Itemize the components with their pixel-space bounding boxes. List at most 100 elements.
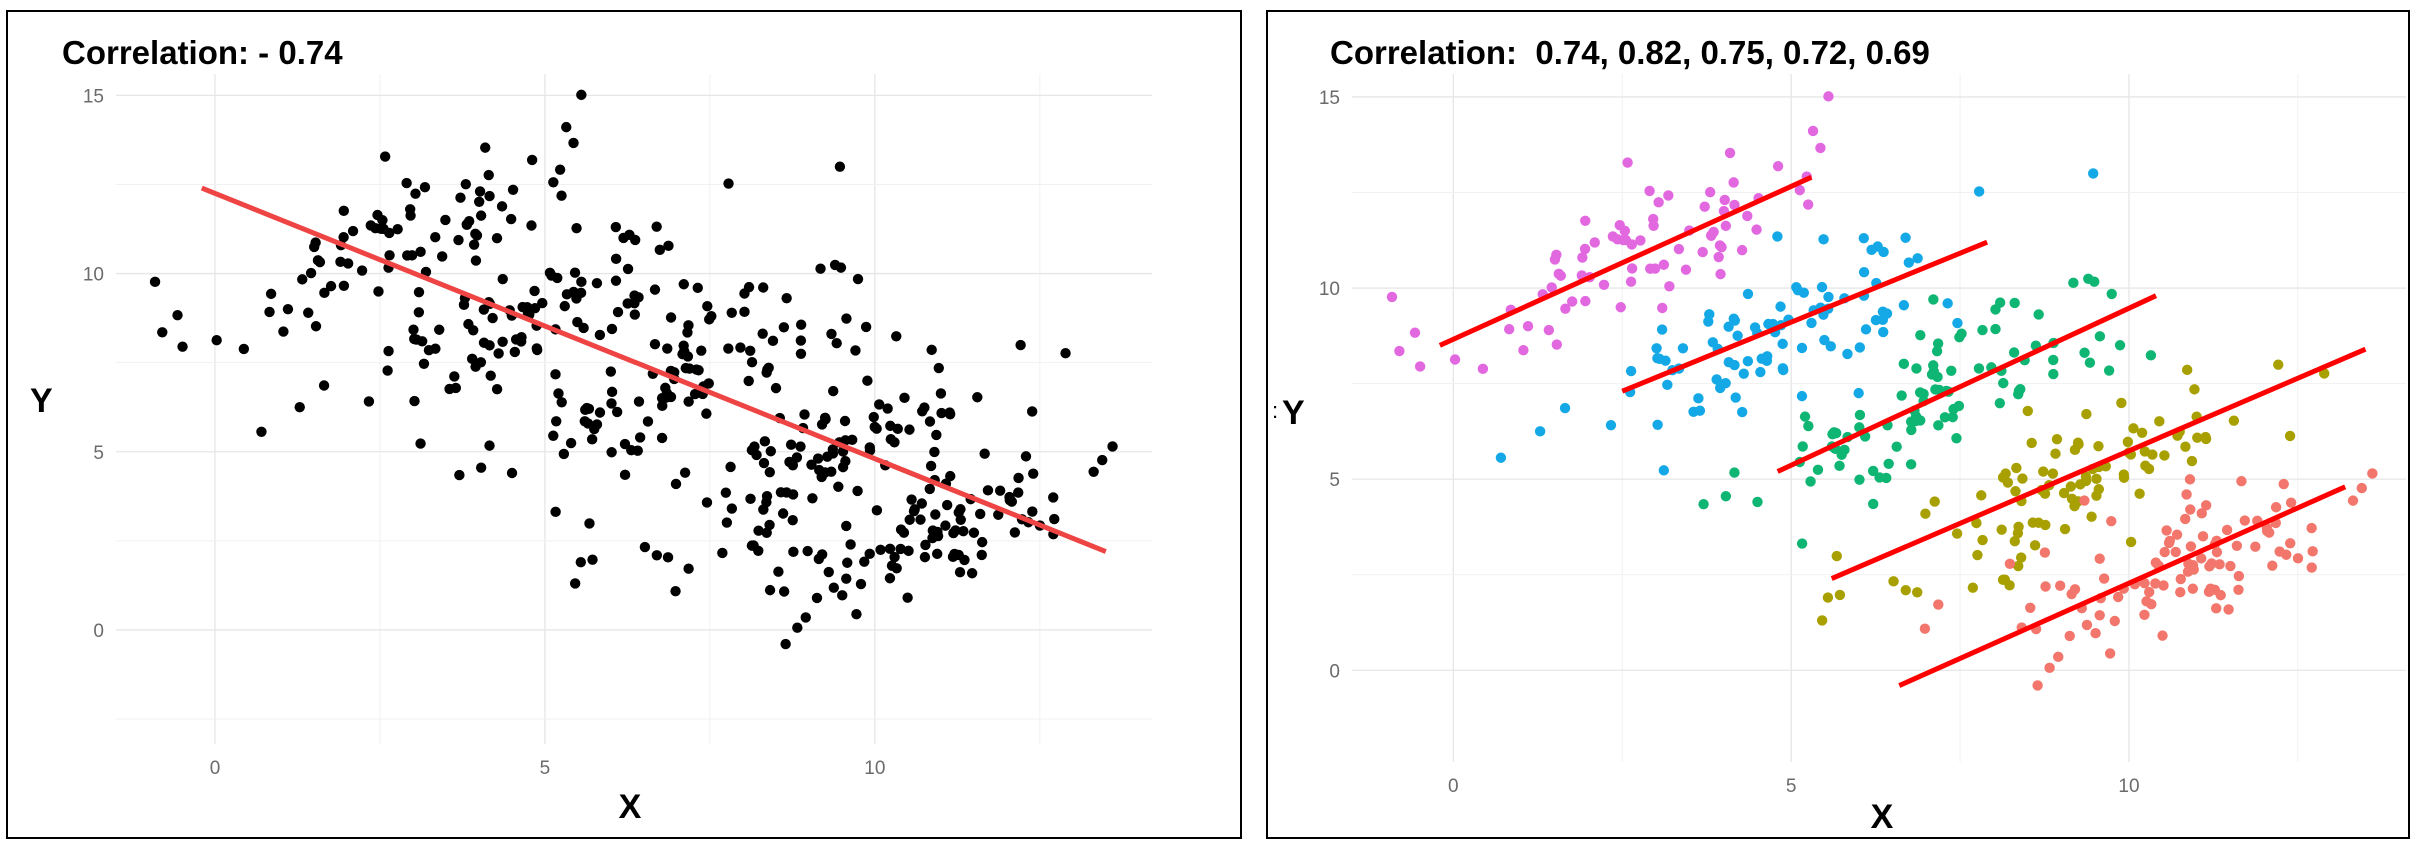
- data-point: [1802, 199, 1814, 210]
- data-point: [788, 546, 799, 558]
- data-point: [1796, 390, 1808, 402]
- data-point: [1874, 472, 1885, 483]
- data-point: [2103, 365, 2115, 376]
- data-point: [375, 223, 387, 235]
- data-point: [2040, 519, 2051, 531]
- data-point: [1697, 246, 1708, 258]
- data-point: [654, 244, 666, 256]
- data-point: [2233, 570, 2245, 582]
- data-point: [568, 137, 579, 149]
- data-point: [701, 408, 712, 419]
- data-point: [556, 190, 567, 201]
- data-point: [767, 335, 779, 347]
- data-point: [703, 378, 714, 389]
- data-point: [2098, 573, 2110, 584]
- data-point: [1860, 324, 1872, 335]
- data-point: [1946, 365, 1957, 376]
- data-point: [449, 371, 460, 382]
- data-point: [1823, 291, 1834, 303]
- data-point: [594, 329, 606, 341]
- data-point: [338, 231, 349, 243]
- data-point: [806, 459, 817, 470]
- data-point: [864, 442, 875, 453]
- data-point: [2050, 448, 2061, 459]
- data-point: [1015, 339, 1026, 351]
- data-point: [759, 436, 771, 447]
- data-point: [2139, 609, 2150, 621]
- data-point: [1477, 363, 1489, 375]
- data-point: [2106, 288, 2117, 300]
- group-trendline: [1438, 174, 1813, 348]
- data-point: [484, 190, 495, 202]
- data-point: [904, 424, 915, 435]
- data-point: [745, 493, 756, 505]
- data-point: [576, 89, 587, 101]
- data-point: [764, 519, 775, 531]
- data-point: [1658, 259, 1670, 270]
- data-point: [1742, 288, 1754, 300]
- x-tick-label: 5: [540, 758, 551, 779]
- data-point: [1805, 476, 1816, 487]
- data-point: [2053, 651, 2064, 663]
- data-point: [1791, 282, 1802, 293]
- data-point: [920, 539, 931, 551]
- data-point: [1673, 243, 1685, 255]
- data-point: [828, 582, 840, 593]
- data-point: [1990, 304, 2001, 315]
- data-point: [2187, 559, 2199, 571]
- x-tick-label: 5: [1786, 776, 1797, 797]
- data-point: [415, 438, 426, 449]
- data-point: [1972, 549, 1983, 561]
- data-point: [474, 186, 486, 197]
- data-point: [1577, 252, 1588, 263]
- data-point: [1878, 326, 1889, 338]
- data-point: [1097, 454, 1108, 466]
- data-point: [278, 326, 289, 337]
- data-point: [933, 362, 944, 374]
- x-tick-label: 0: [210, 758, 221, 779]
- data-point: [2306, 562, 2317, 573]
- data-point: [826, 328, 837, 340]
- data-point: [1618, 234, 1629, 246]
- data-point: [944, 409, 956, 420]
- data-point: [1952, 317, 1963, 329]
- data-point: [460, 178, 472, 190]
- data-point: [1973, 186, 1985, 197]
- data-point: [559, 300, 570, 312]
- data-point: [936, 407, 947, 419]
- data-point: [1858, 232, 1869, 244]
- data-point: [338, 205, 349, 217]
- data-point: [979, 448, 990, 459]
- data-point: [409, 333, 420, 345]
- left-chart-panel: Correlation: - 0.74 0 5 10 0 5 10 15 X Y: [6, 10, 1242, 839]
- data-point: [924, 483, 935, 495]
- data-point: [642, 416, 654, 427]
- data-point: [436, 251, 448, 262]
- data-point: [319, 287, 330, 299]
- data-point: [1778, 364, 1789, 376]
- data-point: [552, 272, 563, 284]
- data-point: [2159, 546, 2170, 558]
- data-point: [1713, 251, 1724, 263]
- data-point: [553, 388, 564, 399]
- data-point: [1912, 587, 1923, 598]
- data-point: [342, 258, 354, 269]
- data-point: [569, 578, 581, 589]
- data-point: [605, 366, 617, 377]
- right-x-axis-title: X: [1871, 798, 1894, 836]
- data-point: [1048, 492, 1059, 503]
- data-point: [2079, 495, 2090, 506]
- data-point: [461, 219, 473, 231]
- data-point: [785, 439, 797, 450]
- data-point: [903, 545, 914, 557]
- data-point: [940, 520, 951, 531]
- data-point: [1831, 550, 1842, 562]
- x-tick-label: 10: [2118, 776, 2139, 797]
- left-scatter-plot: 0 5 10 0 5 10 15 X Y: [30, 74, 1152, 826]
- data-point: [1728, 177, 1739, 188]
- data-point: [919, 551, 931, 563]
- data-point: [529, 285, 540, 297]
- data-point: [2184, 474, 2196, 485]
- y-tick-label: 0: [93, 621, 104, 642]
- data-point: [651, 550, 663, 561]
